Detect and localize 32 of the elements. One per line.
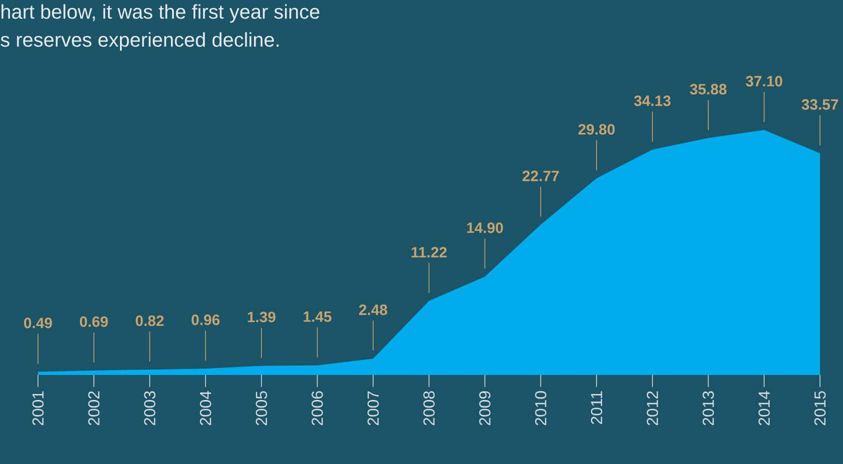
data-label: 0.49	[24, 318, 52, 328]
x-tick-label: 2001	[32, 391, 44, 426]
data-label: 33.57	[802, 99, 838, 110]
x-tick-label: 2012	[646, 391, 658, 426]
data-label: 2.48	[359, 304, 388, 316]
x-tick-label: 2006	[312, 391, 323, 426]
data-label: 35.88	[690, 84, 727, 95]
data-label: 22.77	[522, 170, 559, 182]
data-label: 37.10	[746, 76, 782, 86]
x-tick-label: 2010	[535, 391, 546, 426]
x-tick-label: 2011	[590, 391, 602, 424]
x-tick-label: 2003	[144, 391, 156, 426]
data-label: 0.69	[80, 316, 108, 327]
x-tick-label: 2008	[423, 391, 435, 426]
x-tick-label: 2002	[88, 391, 100, 426]
data-label: 0.96	[192, 314, 220, 326]
data-label: 1.39	[248, 312, 276, 322]
x-tick-label: 2013	[702, 391, 714, 426]
x-tick-label: 2015	[814, 391, 826, 426]
text: hart below, it was the first year since	[2, 4, 320, 23]
x-tick-label: 2004	[200, 391, 212, 426]
data-label: 29.80	[578, 124, 615, 135]
x-tick-label: 2014	[758, 391, 770, 426]
data-label: 14.90	[467, 222, 503, 234]
x-tick-label: 2009	[479, 391, 491, 426]
x-tick-label: 2007	[368, 391, 379, 426]
data-label: 1.45	[304, 311, 332, 322]
data-label: 11.22	[412, 246, 447, 258]
text: s reserves experienced decline.	[0, 32, 279, 51]
data-label: 34.13	[634, 95, 671, 106]
x-tick-label: 2005	[256, 391, 268, 426]
data-label: 0.82	[136, 315, 164, 326]
